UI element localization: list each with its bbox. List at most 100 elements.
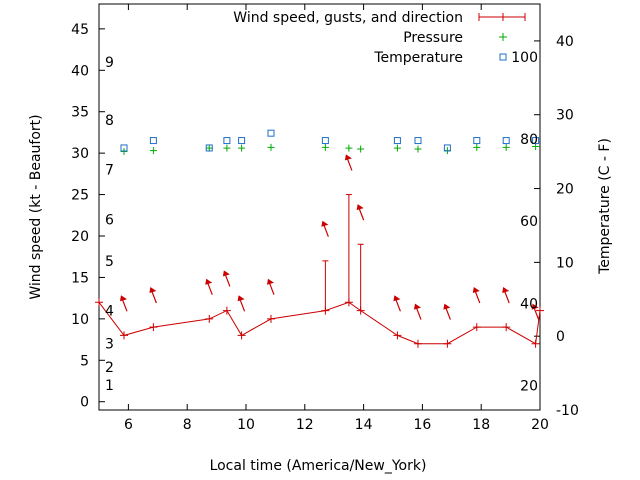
pressure-point (393, 144, 401, 152)
legend-label: Wind speed, gusts, and direction (233, 10, 463, 26)
x-tick-label: 10 (237, 417, 255, 433)
temperature-point (321, 137, 329, 145)
y-axis-right-label: Temperature (C - F) (597, 138, 613, 275)
pressure-point (238, 144, 246, 152)
wind-point (237, 331, 246, 340)
y-left-tick-label: 25 (71, 188, 89, 204)
plot-frame (98, 3, 541, 411)
y-right-tick-label: -10 (556, 403, 579, 419)
temperature-point (414, 137, 422, 145)
y-left-tick-label: 30 (71, 146, 89, 162)
wind-direction-arrow (393, 295, 401, 312)
x-tick-label: 14 (355, 417, 373, 433)
pressure-point (502, 143, 510, 151)
wind-direction-arrow (205, 278, 213, 295)
temperature-point (443, 144, 451, 152)
temperature-point (473, 137, 481, 145)
legend-pressure-marker (499, 33, 507, 41)
wind-direction-arrow (237, 295, 246, 312)
x-tick-label: 12 (296, 417, 314, 433)
wind-direction-arrow (321, 220, 329, 237)
y-right-tick-label: 10 (556, 255, 574, 271)
beaufort-label: 1 (105, 378, 114, 394)
wind-point (472, 323, 481, 332)
pressure-point (321, 143, 329, 151)
wind-direction-arrow (149, 287, 157, 304)
y-left-tick-label: 10 (71, 312, 89, 328)
wind-direction-arrow (222, 270, 231, 287)
wind-direction-arrow (443, 303, 451, 320)
wind-point (393, 331, 402, 340)
x-tick-label: 16 (413, 417, 431, 433)
beaufort-label: 5 (105, 254, 114, 270)
y-left-tick-label: 15 (71, 270, 89, 286)
pressure-point (345, 144, 353, 152)
fahrenheit-label: 60 (520, 214, 538, 230)
wind-point (222, 306, 231, 315)
wind-point (205, 314, 214, 323)
wind-point (149, 323, 158, 332)
wind-point (344, 298, 353, 307)
beaufort-label: 6 (105, 212, 114, 228)
y-axis-left-label: Wind speed (kt - Beaufort) (28, 114, 44, 299)
pressure-point (414, 145, 422, 153)
wind-point (321, 306, 330, 315)
y-right-tick-label: 40 (556, 34, 574, 50)
wind-direction-arrow (502, 287, 510, 304)
pressure-point (357, 145, 365, 153)
x-tick-label: 8 (183, 417, 192, 433)
y-right-tick-label: 0 (556, 329, 565, 345)
wind-direction-arrow (531, 303, 540, 320)
legend-label: Pressure (403, 30, 463, 46)
wind-point (413, 339, 422, 348)
y-left-tick-label: 0 (80, 395, 89, 411)
x-tick-label: 6 (124, 417, 133, 433)
wind-point (356, 306, 365, 315)
temperature-point (502, 137, 510, 145)
wind-point (119, 331, 128, 340)
wind-point (536, 306, 544, 315)
wind-point (266, 314, 275, 323)
x-tick-label: 20 (531, 417, 549, 433)
beaufort-label: 8 (105, 113, 114, 129)
pressure-point (120, 147, 128, 155)
wind-direction-arrow (344, 154, 353, 171)
temperature-point (149, 137, 157, 145)
wind-direction-arrow (119, 295, 128, 312)
pressure-point (223, 144, 231, 152)
fahrenheit-label: 20 (520, 379, 538, 395)
fahrenheit-label: 100 (511, 50, 538, 66)
beaufort-label: 2 (105, 360, 114, 376)
x-axis-label: Local time (America/New_York) (210, 458, 427, 474)
y-left-tick-label: 45 (71, 22, 89, 38)
pressure-point (473, 143, 481, 151)
y-right-tick-label: 20 (556, 182, 574, 198)
fahrenheit-label: 80 (520, 132, 538, 148)
wind-speed-line (98, 301, 541, 345)
temperature-point (223, 137, 231, 145)
temperature-point (205, 144, 213, 152)
x-tick-label: 18 (472, 417, 490, 433)
y-left-tick-label: 20 (71, 229, 89, 245)
y-left-tick-label: 40 (71, 63, 89, 79)
temperature-point (238, 137, 246, 145)
wind-point (95, 298, 103, 307)
wind-direction-arrow (413, 303, 422, 320)
wind-point (502, 323, 511, 332)
wind-direction-arrow (266, 278, 275, 295)
legend-label: Temperature (373, 50, 463, 66)
y-left-tick-label: 35 (71, 105, 89, 121)
y-left-tick-label: 5 (80, 353, 89, 369)
beaufort-label: 9 (105, 55, 114, 71)
legend-wind-marker (499, 13, 507, 21)
temperature-point (267, 129, 275, 137)
wind-point (531, 339, 540, 348)
temperature-point (393, 137, 401, 145)
fahrenheit-label: 40 (520, 297, 538, 313)
pressure-point (267, 143, 275, 151)
wind-direction-arrow (472, 287, 481, 304)
y-right-tick-label: 30 (556, 108, 574, 124)
temperature-point (120, 144, 128, 152)
pressure-point (532, 143, 540, 151)
